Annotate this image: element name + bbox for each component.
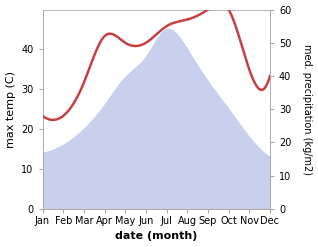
- Y-axis label: max temp (C): max temp (C): [5, 71, 16, 148]
- Y-axis label: med. precipitation (kg/m2): med. precipitation (kg/m2): [302, 44, 313, 175]
- X-axis label: date (month): date (month): [115, 231, 197, 242]
